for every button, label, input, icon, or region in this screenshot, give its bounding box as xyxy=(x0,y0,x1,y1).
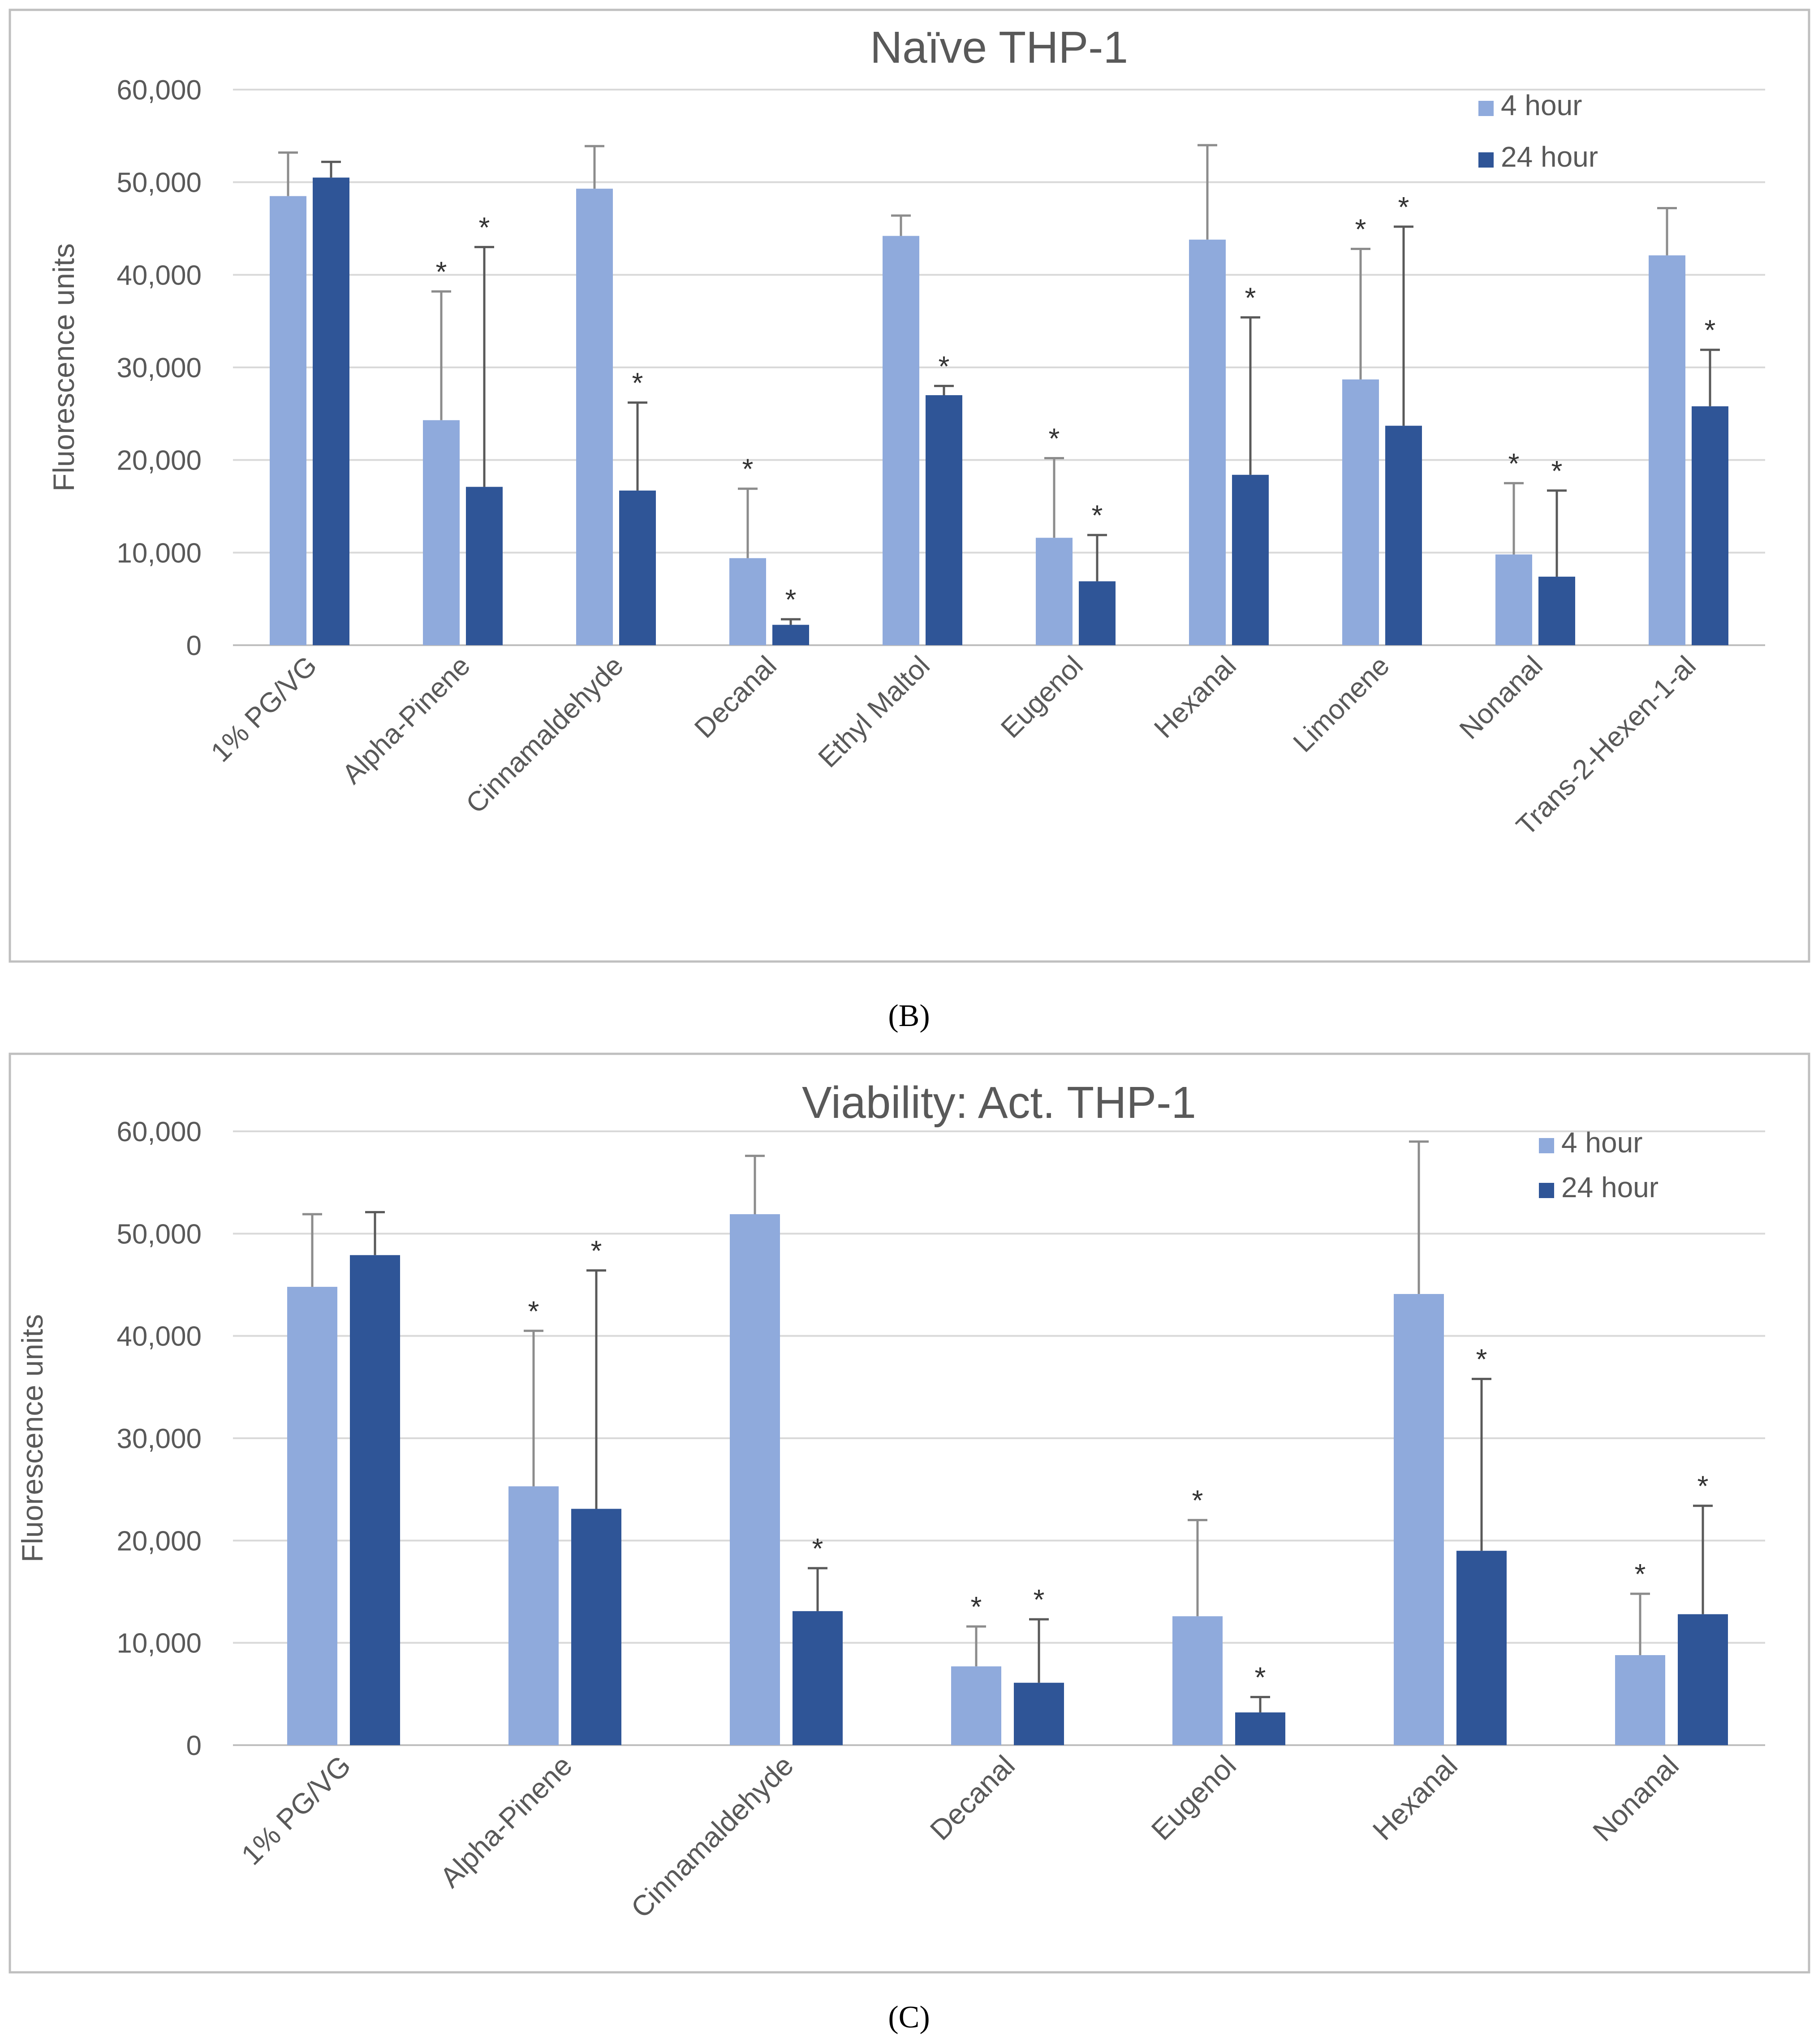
bar-24-hour xyxy=(619,490,656,645)
significance-star: * xyxy=(1705,314,1716,346)
chart-title: Naïve THP-1 xyxy=(870,22,1128,73)
bar-4-hour xyxy=(1189,239,1226,645)
bar-24-hour xyxy=(1079,581,1116,645)
bar-24-hour xyxy=(926,395,962,645)
bar-24-hour xyxy=(1538,577,1575,645)
bar-24-hour xyxy=(1014,1682,1064,1745)
legend-label-24-hour: 24 hour xyxy=(1501,141,1598,173)
bar-4-hour xyxy=(729,558,766,645)
y-tick-label: 30,000 xyxy=(116,1423,202,1454)
significance-star: * xyxy=(1092,499,1103,531)
y-tick-label: 0 xyxy=(186,630,202,661)
y-axis-label: Fluorescence units xyxy=(16,1314,49,1562)
significance-star: * xyxy=(742,453,754,485)
bar-4-hour xyxy=(1394,1294,1444,1745)
significance-star: * xyxy=(1355,213,1366,245)
significance-star: * xyxy=(1697,1470,1709,1502)
bar-4-hour xyxy=(1615,1655,1665,1745)
bar-4-hour xyxy=(1649,255,1685,645)
y-tick-label: 10,000 xyxy=(116,1628,202,1659)
bar-24-hour xyxy=(1692,406,1728,645)
significance-star: * xyxy=(632,367,643,399)
chart-title: Viability: Act. THP-1 xyxy=(802,1078,1196,1128)
y-tick-label: 20,000 xyxy=(116,1526,202,1557)
panel-label-c: (C) xyxy=(888,2000,930,2035)
significance-star: * xyxy=(1398,191,1409,223)
bar-24-hour xyxy=(466,487,503,645)
bar-24-hour xyxy=(571,1509,621,1745)
y-tick-label: 40,000 xyxy=(116,260,202,291)
bar-4-hour xyxy=(287,1287,337,1745)
legend-swatch-24-hour xyxy=(1478,152,1494,168)
y-tick-label: 60,000 xyxy=(116,1117,202,1147)
significance-star: * xyxy=(479,211,490,243)
bar-4-hour xyxy=(883,236,919,645)
significance-star: * xyxy=(1551,455,1563,487)
bar-4-hour xyxy=(1172,1616,1223,1745)
significance-star: * xyxy=(1255,1661,1266,1694)
legend-label-4-hour: 4 hour xyxy=(1561,1126,1642,1159)
significance-star: * xyxy=(812,1532,823,1565)
significance-star: * xyxy=(1034,1583,1045,1616)
bar-4-hour xyxy=(423,420,460,645)
bar-4-hour xyxy=(270,196,306,646)
bar-4-hour xyxy=(508,1486,559,1745)
significance-star: * xyxy=(939,350,950,382)
significance-star: * xyxy=(1476,1343,1487,1376)
legend-label-4-hour: 4 hour xyxy=(1501,89,1582,121)
bar-4-hour xyxy=(951,1666,1001,1745)
bar-4-hour xyxy=(1342,379,1379,645)
bar-24-hour xyxy=(1235,1712,1285,1745)
significance-star: * xyxy=(1635,1558,1646,1590)
significance-star: * xyxy=(528,1295,539,1327)
panel-label-b: (B) xyxy=(888,999,930,1033)
legend-label-24-hour: 24 hour xyxy=(1561,1171,1659,1203)
legend-swatch-4-hour xyxy=(1539,1138,1554,1153)
bar-24-hour xyxy=(793,1611,843,1745)
significance-star: * xyxy=(971,1591,982,1623)
y-tick-label: 30,000 xyxy=(116,353,202,384)
significance-star: * xyxy=(1508,447,1520,479)
y-tick-label: 0 xyxy=(186,1730,202,1761)
bar-24-hour xyxy=(1456,1551,1507,1745)
legend-swatch-4-hour xyxy=(1478,101,1494,116)
bar-24-hour xyxy=(1385,426,1422,645)
bar-24-hour xyxy=(1678,1614,1728,1745)
bar-24-hour xyxy=(1232,474,1269,645)
chart-viability-act-thp1: Viability: Act. THP-1 0 10,000 20,000 30,000… xyxy=(16,1078,1765,1924)
significance-star: * xyxy=(1245,281,1256,314)
bar-4-hour xyxy=(576,189,613,646)
bar-4-hour xyxy=(1495,554,1532,645)
bar-24-hour xyxy=(313,177,349,645)
bar-24-hour xyxy=(772,625,809,645)
y-tick-label: 10,000 xyxy=(116,538,202,569)
bar-24-hour xyxy=(350,1255,400,1745)
y-tick-label: 50,000 xyxy=(116,168,202,198)
significance-star: * xyxy=(785,583,797,616)
y-tick-label: 60,000 xyxy=(116,75,202,106)
y-tick-label: 20,000 xyxy=(116,445,202,476)
y-tick-label: 40,000 xyxy=(116,1321,202,1352)
significance-star: * xyxy=(1049,423,1060,455)
bar-4-hour xyxy=(1036,538,1073,645)
y-axis-label: Fluorescence units xyxy=(47,243,80,492)
legend-swatch-24-hour xyxy=(1539,1183,1554,1198)
significance-star: * xyxy=(436,256,447,288)
significance-star: * xyxy=(591,1235,602,1267)
significance-star: * xyxy=(1192,1484,1203,1517)
bar-4-hour xyxy=(730,1214,780,1745)
y-tick-label: 50,000 xyxy=(116,1219,202,1250)
